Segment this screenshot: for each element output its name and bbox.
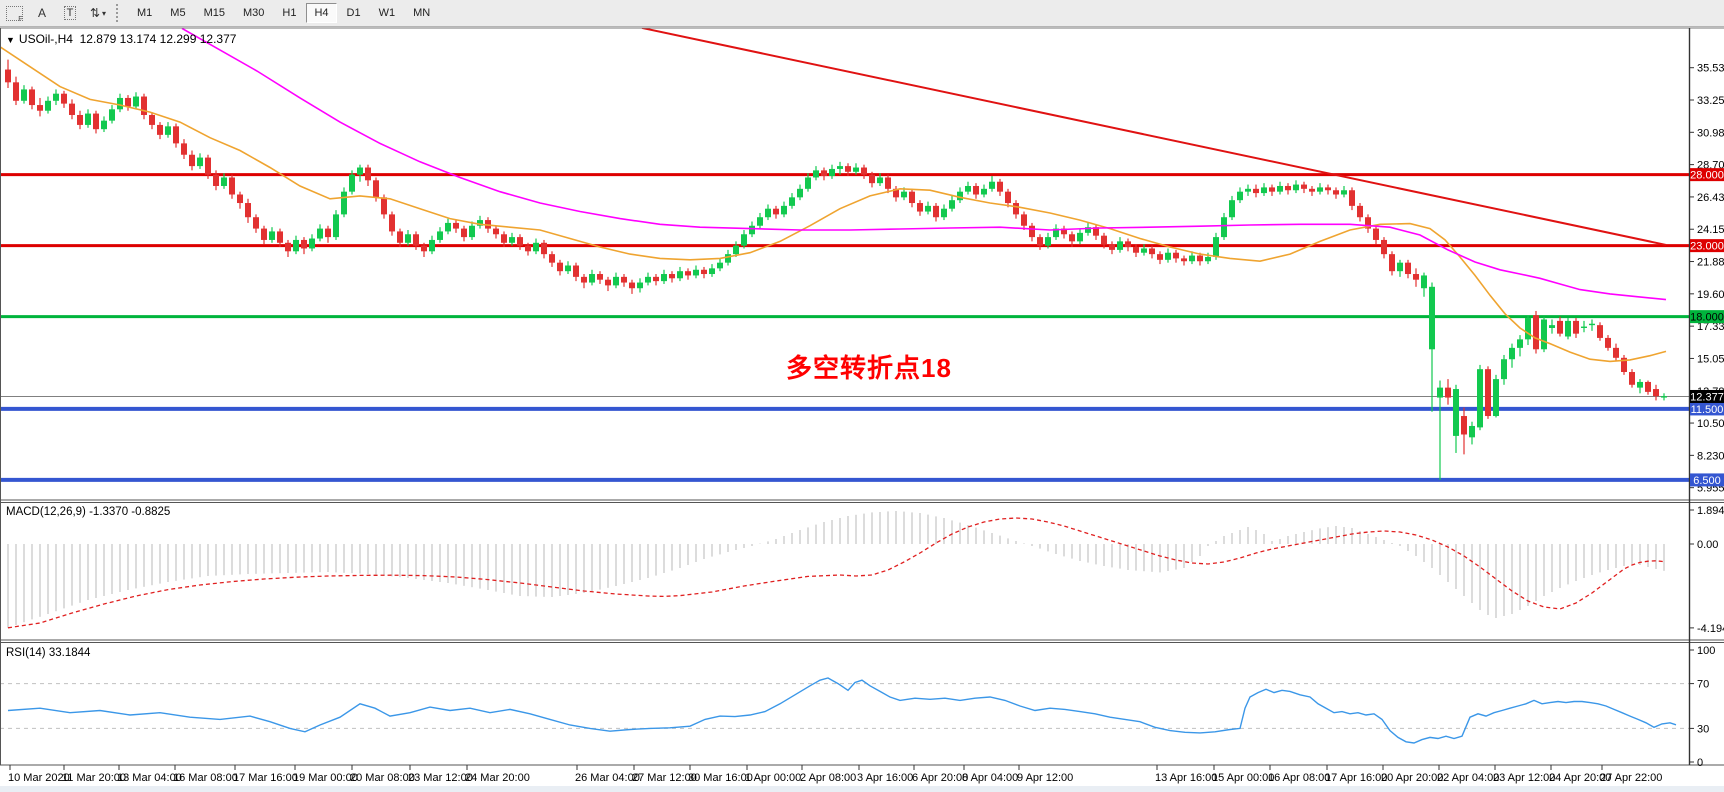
svg-text:6.500: 6.500 — [1693, 475, 1721, 487]
date-tick-label: 23 Apr 12:00 — [1493, 772, 1555, 784]
date-tick-label: 16 Mar 08:00 — [173, 772, 238, 784]
date-tick-label: 27 Apr 22:00 — [1600, 772, 1662, 784]
text-label-icon[interactable]: T — [57, 2, 83, 25]
tf-button-W1[interactable]: W1 — [371, 3, 404, 23]
hline-label-11.500: 11.500 — [1690, 402, 1724, 416]
toolbar: F A T ⇅ ▾ M1 M5 M15 M30 H1 H4 D1 W1 MN — [0, 0, 1724, 27]
chart-grid-f-icon[interactable]: F — [1, 2, 27, 25]
macd-tick-label: 0.00 — [1697, 539, 1718, 551]
tf-button-H4[interactable]: H4 — [306, 3, 337, 23]
window-bottom-strip — [0, 786, 1724, 792]
ma-slow-line — [181, 28, 1667, 301]
date-tick-label: 9 Apr 12:00 — [1017, 772, 1073, 784]
date-tick-label: 24 Apr 20:00 — [1549, 772, 1611, 784]
rsi-pane — [0, 677, 1689, 744]
price-axis[interactable]: 35.53033.25530.98028.70526.43024.15521.8… — [1689, 63, 1724, 769]
tf-button-M5[interactable]: M5 — [162, 3, 193, 23]
timeframe-button-group: M1 M5 M15 M30 H1 H4 D1 W1 MN — [128, 3, 439, 23]
ma-fast-line — [0, 46, 1667, 363]
date-tick-label: 20 Mar 08:00 — [350, 772, 415, 784]
candles-layer — [5, 59, 1667, 480]
macd-indicator-label: MACD(12,26,9) -1.3370 -0.8825 — [6, 506, 171, 518]
date-tick-label: 13 Mar 04:00 — [117, 772, 182, 784]
date-tick-label: 3 Apr 16:00 — [857, 772, 913, 784]
macd-tick-label: 1.8942 — [1697, 505, 1724, 517]
date-tick-label: 13 Apr 16:00 — [1155, 772, 1217, 784]
date-tick-label: 26 Mar 04:00 — [575, 772, 640, 784]
title-ohlc: 12.879 13.174 12.299 12.377 — [79, 32, 237, 46]
macd-pane — [7, 511, 1665, 629]
rsi-tick-label: 70 — [1697, 679, 1709, 691]
date-tick-label: 27 Mar 12:00 — [632, 772, 697, 784]
date-tick-label: 23 Mar 12:00 — [408, 772, 473, 784]
hline-label-6.500: 6.500 — [1690, 473, 1724, 487]
tf-button-M1[interactable]: M1 — [129, 3, 160, 23]
date-tick-label: 15 Apr 00:00 — [1212, 772, 1274, 784]
svg-text:18.000: 18.000 — [1690, 312, 1724, 324]
hline-label-23.000: 23.000 — [1690, 239, 1724, 253]
arrange-objects-icon[interactable]: ⇅ ▾ — [89, 6, 107, 20]
main-price-pane[interactable] — [0, 28, 1689, 482]
svg-text:12.377: 12.377 — [1690, 391, 1724, 403]
toolbar-grip[interactable] — [116, 4, 124, 22]
macd-tick-label: -4.1943 — [1697, 623, 1724, 635]
rsi-indicator-label: RSI(14) 33.1844 — [6, 647, 91, 659]
date-tick-label: 2 Apr 08:00 — [800, 772, 856, 784]
price-tick-label: 8.230 — [1697, 450, 1724, 462]
font-a-icon[interactable]: A — [37, 6, 46, 20]
price-tick-label: 10.505 — [1697, 418, 1724, 430]
tf-button-M30[interactable]: M30 — [235, 3, 272, 23]
price-tick-label: 19.605 — [1697, 289, 1724, 301]
hline-label-18.000: 18.000 — [1690, 310, 1724, 324]
date-tick-label: 10 Mar 2020 — [8, 772, 70, 784]
trendline — [641, 28, 1667, 246]
annotation-text[interactable]: 多空转折点18 — [786, 353, 952, 383]
date-tick-label: 24 Mar 20:00 — [465, 772, 530, 784]
date-tick-label: 19 Mar 00:00 — [293, 772, 358, 784]
tf-button-MN[interactable]: MN — [405, 3, 438, 23]
symbol-dropdown-icon[interactable]: ▼ — [6, 35, 15, 45]
chart-title: ▼ USOil-,H4 12.879 13.174 12.299 12.377 — [6, 32, 236, 46]
current-price-label: 12.377 — [1690, 389, 1724, 403]
date-tick-label: 20 Apr 20:00 — [1381, 772, 1443, 784]
date-tick-label: 8 Apr 04:00 — [962, 772, 1018, 784]
date-tick-label: 1 Apr 00:00 — [745, 772, 801, 784]
rsi-tick-label: 100 — [1697, 645, 1715, 657]
title-symbol: USOil-,H4 — [18, 32, 73, 46]
date-tick-label: 17 Mar 16:00 — [233, 772, 298, 784]
price-tick-label: 15.055 — [1697, 353, 1724, 365]
price-tick-label: 24.155 — [1697, 224, 1724, 236]
hline-label-28.000: 28.000 — [1690, 168, 1724, 182]
tf-button-D1[interactable]: D1 — [339, 3, 369, 23]
macd-signal-line — [7, 517, 1665, 629]
rsi-tick-label: 30 — [1697, 723, 1709, 735]
tf-button-M15[interactable]: M15 — [196, 3, 233, 23]
price-tick-label: 26.430 — [1697, 192, 1724, 204]
rsi-line — [7, 677, 1677, 744]
rsi-tick-label: 0 — [1697, 757, 1703, 769]
date-tick-label: 17 Apr 16:00 — [1325, 772, 1387, 784]
price-tick-label: 33.255 — [1697, 95, 1724, 107]
svg-text:28.000: 28.000 — [1690, 170, 1724, 182]
date-tick-label: 30 Mar 16:00 — [688, 772, 753, 784]
dropdown-caret-icon[interactable]: ▾ — [102, 8, 107, 18]
date-tick-label: 16 Apr 08:00 — [1268, 772, 1330, 784]
date-tick-label: 6 Apr 20:00 — [912, 772, 968, 784]
svg-text:11.500: 11.500 — [1691, 404, 1724, 416]
svg-text:23.000: 23.000 — [1690, 241, 1724, 253]
date-tick-label: 22 Apr 04:00 — [1437, 772, 1499, 784]
date-tick-label: 11 Mar 20:00 — [62, 772, 126, 784]
tf-button-H1[interactable]: H1 — [274, 3, 304, 23]
price-tick-label: 21.880 — [1697, 257, 1724, 269]
price-tick-label: 17.330 — [1697, 321, 1724, 333]
price-tick-label: 35.530 — [1697, 63, 1724, 75]
price-tick-label: 30.980 — [1697, 127, 1724, 139]
